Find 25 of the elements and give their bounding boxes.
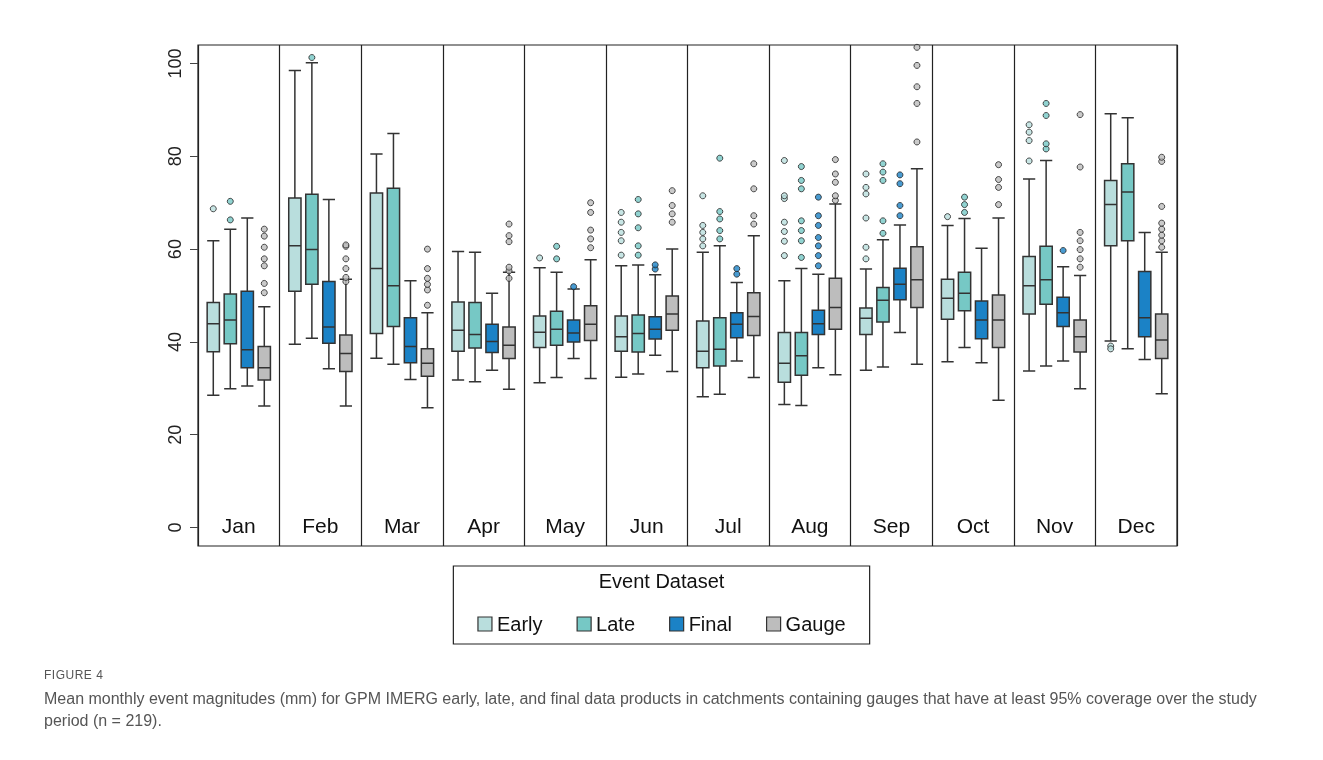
legend-label: Gauge [785, 613, 846, 635]
x-tick-label: Sep [872, 514, 911, 537]
x-tick-label: Jun [629, 514, 664, 537]
text: Mean monthly event magnitudes (mm) for GPM IMERG early, late, and final data products in catchments containing gauges that have at least 95% coverage over the study period (n = 219). [44, 689, 1258, 731]
x-tick-label: Feb [302, 514, 339, 537]
y-tick-label: 60 [165, 239, 185, 260]
y-tick-label: 80 [165, 146, 185, 167]
x-tick-label: Mar [383, 514, 421, 537]
x-tick-label: Apr [467, 514, 500, 537]
y-tick-label: 40 [165, 331, 185, 352]
x-tick-label: Dec [1117, 514, 1155, 537]
x-tick-label: Jul [714, 514, 742, 537]
y-tick-label: 20 [165, 424, 185, 445]
y-tick-label: 0 [165, 522, 185, 533]
legend-label: Late [596, 613, 636, 635]
legend-label: Early [496, 613, 543, 635]
x-tick-label: Aug [791, 514, 829, 537]
y-tick-label: 100 [165, 48, 185, 79]
x-tick-label: May [545, 514, 586, 537]
x-tick-label: Nov [1035, 514, 1074, 537]
legend-title: Event Dataset [598, 570, 725, 592]
caption: FIGURE 4 [44, 668, 105, 682]
legend-label: Final [688, 613, 733, 635]
x-tick-label: Jan [221, 514, 256, 537]
x-tick-label: Oct [956, 514, 990, 537]
